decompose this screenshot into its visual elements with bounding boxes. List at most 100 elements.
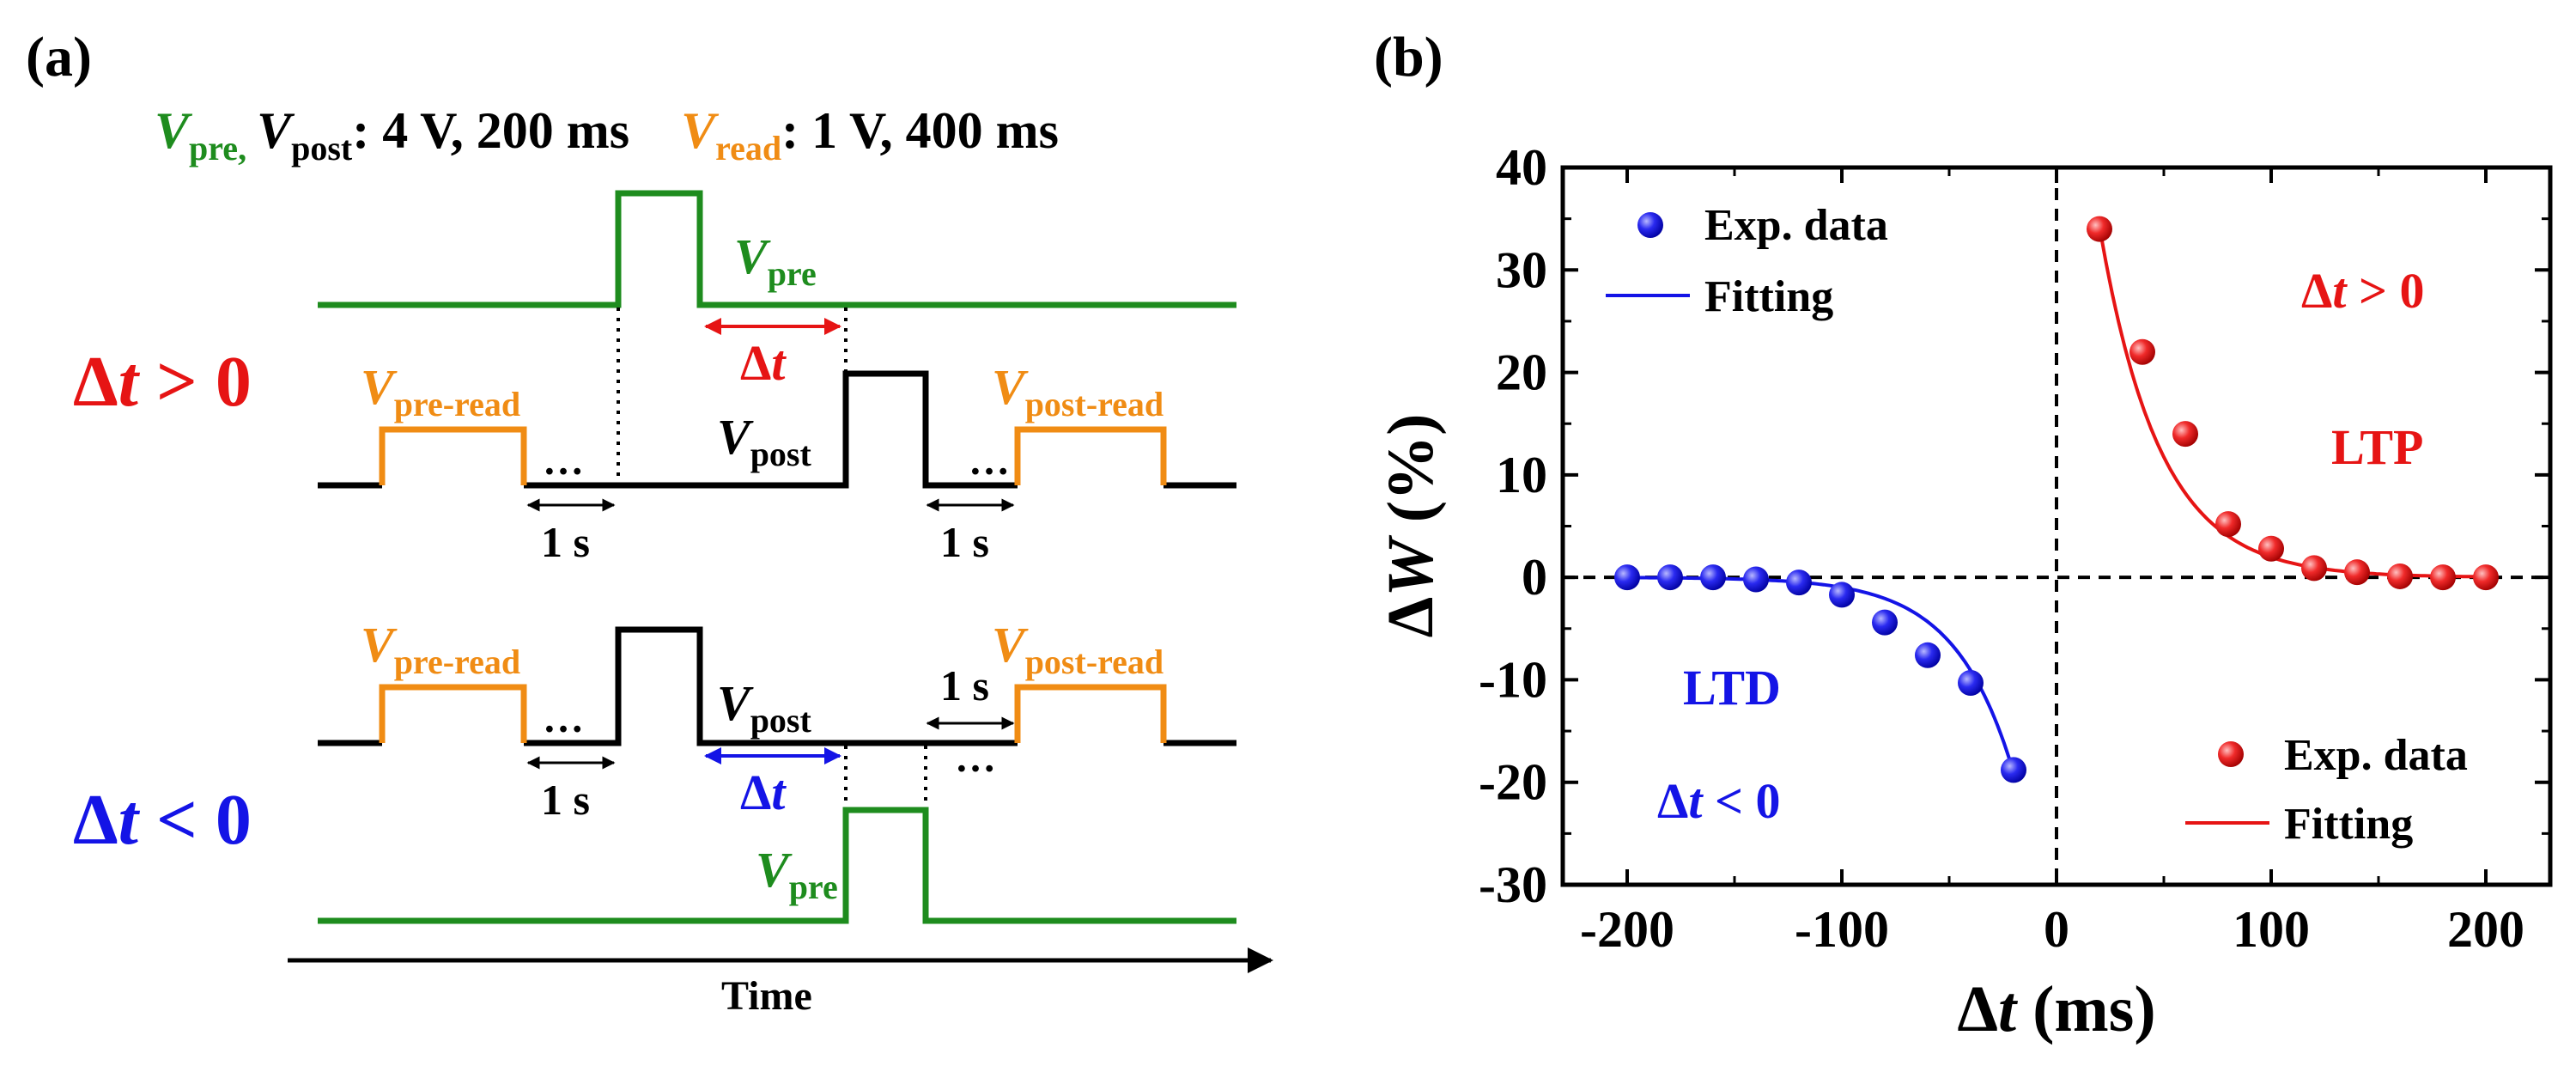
pulse-spec-header: Vpre, Vpost: 4 V, 200 ms Vread: 1 V, 400 m…: [155, 102, 1059, 168]
data-point-ltd: [1915, 642, 1941, 668]
vpost-symbol: V: [257, 102, 295, 159]
vpost-waveform-negative: [524, 626, 1018, 746]
y-tick-label: 40: [1496, 139, 1547, 196]
fit-curve-ltd: [1627, 576, 2015, 774]
legend-ltp-line-label: Fitting: [2284, 800, 2413, 849]
dt-label-negative-delta: Δ: [740, 764, 771, 820]
fit-curve-ltp: [2098, 226, 2487, 579]
x-axis-title: Δt (ms): [1957, 973, 2155, 1045]
vpost-subscript: post: [291, 129, 353, 168]
data-point-ltp: [2087, 216, 2112, 242]
case-positive-label: Δt > 0: [73, 342, 252, 422]
vpre-label-positive: Vpre: [734, 228, 817, 293]
legend-ltp-marker: [2218, 741, 2244, 767]
case-negative: Δt < 0 Vpre-read Vpost-read Vpost … … 1 …: [73, 617, 1236, 924]
vpost-waveform-positive: [524, 370, 1018, 489]
vpre-read-label-positive-symbol: V: [361, 359, 398, 415]
case-negative-t: t: [118, 780, 141, 860]
data-point-ltp: [2473, 564, 2499, 591]
vpost-read-label-negative: Vpost-read: [992, 617, 1163, 681]
annotation-ltp-label: LTP: [2331, 419, 2423, 475]
annotation-ltd-label: LTD: [1683, 660, 1781, 716]
x-axis-title-delta: Δ: [1957, 973, 1998, 1045]
case-negative-label: Δt < 0: [73, 780, 252, 860]
vpost-read-label-positive: Vpost-read: [992, 359, 1163, 423]
vpost-label-negative-symbol: V: [717, 675, 754, 731]
vpre-read-label-negative-sub: pre-read: [394, 643, 520, 681]
vpost-label-negative: Vpost: [717, 675, 812, 740]
y-axis-title-delta: Δ: [1375, 597, 1447, 638]
y-axis: -30 -20 -10 0 10 20 30 40: [1479, 139, 2550, 913]
case-positive-delta: Δ: [73, 342, 118, 422]
panel-a-label: (a): [26, 26, 92, 88]
vpost-read-pulse-negative: [1014, 684, 1167, 743]
vpost-label-positive: Vpost: [717, 409, 812, 473]
gap-label-positive-2: 1 s: [940, 518, 989, 566]
vpre-symbol: V: [155, 102, 193, 159]
data-point-ltd: [1743, 566, 1769, 593]
annotation-ltd-t: t: [1688, 773, 1704, 829]
data-point-ltp: [2129, 338, 2155, 365]
x-axis: -200 -100 0 100 200: [1580, 168, 2524, 958]
ellipsis-positive-2: …: [969, 438, 1010, 484]
y-tick-label: -30: [1479, 856, 1547, 913]
annotation-ltp-rel: > 0: [2347, 263, 2425, 319]
data-point-ltd: [1614, 564, 1640, 591]
data-point-ltd: [1872, 609, 1898, 636]
data-point-ltp: [2430, 564, 2456, 591]
vpre-read-pulse-positive: [379, 426, 527, 485]
vpost-label-negative-sub: post: [750, 701, 812, 740]
annotation-ltp-condition: Δt > 0: [2301, 263, 2425, 319]
dt-label-negative-t: t: [771, 764, 787, 820]
dt-label-negative: Δt: [740, 764, 787, 820]
vpre-waveform-negative: [318, 807, 1236, 924]
vpre-read-label-positive: Vpre-read: [361, 359, 520, 423]
vpre-read-label-negative: Vpre-read: [361, 617, 520, 681]
dt-label-positive-delta: Δ: [740, 335, 771, 391]
annotation-ltp-delta: Δ: [2301, 263, 2332, 319]
vpost-label-positive-sub: post: [750, 435, 812, 473]
gap-label-positive-1: 1 s: [541, 518, 590, 566]
data-point-ltd: [1700, 564, 1726, 591]
y-tick-label: 10: [1496, 447, 1547, 503]
vpre-read-pulse-negative: [379, 684, 527, 743]
y-tick-label: 20: [1496, 344, 1547, 401]
ellipsis-negative-1: …: [543, 696, 584, 741]
vpre-label-positive-symbol: V: [734, 228, 771, 284]
data-point-ltp: [2387, 563, 2413, 589]
vread-spec: : 1 V, 400 ms: [781, 102, 1059, 159]
data-point-ltd: [1829, 582, 1855, 608]
y-axis-title-unit: (%): [1375, 414, 1447, 539]
dt-label-positive-t: t: [771, 335, 787, 391]
vpre-read-label-positive-sub: pre-read: [394, 385, 520, 423]
x-tick-label: -100: [1795, 901, 1889, 958]
legend-ltd-marker: [1637, 212, 1663, 238]
vread-subscript: read: [715, 129, 781, 168]
gap-label-negative-2: 1 s: [940, 661, 989, 710]
data-points: [1614, 216, 2499, 783]
legend-ltd-line-label: Fitting: [1704, 272, 1833, 321]
vpre-waveform-positive: [318, 190, 1236, 308]
x-tick-label: -200: [1580, 901, 1674, 958]
vpre-label-positive-sub: pre: [768, 254, 817, 293]
annotation-ltd-condition: Δt < 0: [1657, 773, 1781, 829]
data-point-ltd: [1958, 670, 1984, 697]
vread-symbol: V: [681, 102, 720, 159]
legend-ltd-points-label: Exp. data: [1704, 201, 1888, 250]
data-point-ltp: [2301, 555, 2327, 582]
data-point-ltp: [2215, 511, 2241, 538]
data-point-ltp: [2344, 559, 2370, 586]
data-point-ltd: [2001, 757, 2026, 783]
reference-lines: [1563, 168, 2550, 885]
vpost-label-positive-symbol: V: [717, 409, 754, 465]
y-axis-title: ΔW (%): [1375, 414, 1447, 638]
legend-ltp-points-label: Exp. data: [2284, 731, 2468, 780]
vpost-read-pulse-positive: [1014, 426, 1167, 485]
legend-ltp: Exp. data Fitting: [2185, 731, 2468, 849]
data-point-ltd: [1786, 570, 1812, 596]
x-tick-label: 0: [2044, 901, 2069, 958]
y-tick-label: 0: [1522, 549, 1547, 606]
annotation-ltd-delta: Δ: [1657, 773, 1688, 829]
